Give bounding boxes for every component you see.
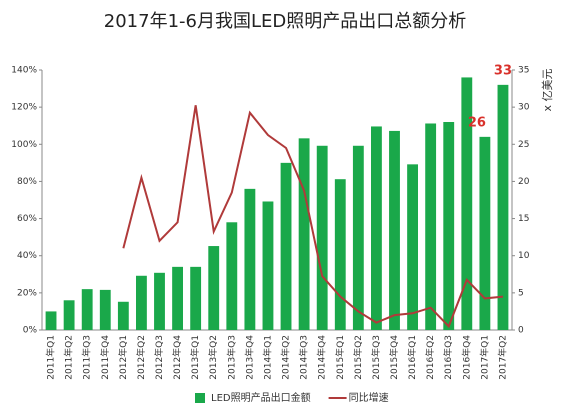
- y2-tick-label: 0: [518, 326, 524, 336]
- y2-tick-label: 10: [518, 251, 530, 261]
- bar: [280, 162, 292, 330]
- x-tick-label: 2017年Q2: [496, 335, 508, 380]
- y2-tick-label: 5: [518, 288, 524, 298]
- x-tick-label: 2013年Q4: [243, 335, 255, 380]
- bar: [154, 272, 165, 330]
- data-label: 26: [468, 115, 486, 130]
- x-tick-label: 2015年Q2: [352, 335, 364, 380]
- legend-label: LED照明产品出口金额: [211, 391, 311, 404]
- x-tick-label: 2012年Q2: [135, 335, 147, 380]
- x-tick-label: 2012年Q4: [171, 335, 183, 380]
- x-tick-label: 2011年Q2: [63, 335, 75, 380]
- x-tick-label: 2012年Q3: [153, 335, 165, 380]
- legend-label: 同比增速: [349, 391, 389, 404]
- bar: [298, 138, 310, 330]
- bar: [226, 222, 238, 330]
- y2-tick-label: 15: [518, 214, 529, 224]
- x-tick-label: 2013年Q1: [189, 335, 201, 380]
- bar: [352, 145, 364, 330]
- x-tick-label: 2014年Q4: [316, 335, 328, 380]
- x-tick-label: 2016年Q1: [406, 335, 418, 380]
- y-tick-label: 60%: [17, 214, 37, 224]
- chart-title: 2017年1-6月我国LED照明产品出口总额分析: [104, 11, 466, 32]
- x-tick-label: 2017年Q1: [478, 335, 490, 380]
- bar: [208, 246, 220, 330]
- x-tick-label: 2015年Q1: [334, 335, 346, 380]
- bar: [461, 77, 473, 330]
- y-tick-label: 140%: [11, 66, 37, 76]
- bar: [190, 266, 202, 330]
- x-tick-label: 2013年Q2: [207, 335, 219, 380]
- x-tick-label: 2012年Q1: [117, 335, 129, 380]
- bar: [497, 84, 509, 330]
- x-tick-label: 2016年Q4: [460, 335, 472, 380]
- bar: [136, 275, 147, 330]
- x-tick-label: 2015年Q4: [388, 335, 400, 380]
- bar: [45, 311, 57, 330]
- line: [122, 105, 504, 329]
- legend-swatch: [195, 393, 205, 403]
- x-tick-label: 2011年Q4: [99, 335, 111, 380]
- data-label: 33: [494, 63, 512, 78]
- bar: [99, 289, 111, 330]
- bar: [371, 126, 382, 330]
- bar: [389, 130, 400, 330]
- bar: [172, 266, 183, 330]
- y-tick-label: 0%: [23, 326, 38, 336]
- bar: [443, 122, 455, 330]
- x-tick-label: 2014年Q3: [298, 335, 310, 380]
- bar: [334, 179, 346, 330]
- bar: [63, 300, 75, 330]
- x-tick-label: 2014年Q2: [280, 335, 292, 380]
- bar: [262, 201, 274, 330]
- y-tick-label: 100%: [11, 140, 37, 150]
- bar: [244, 188, 256, 330]
- x-tick-label: 2016年Q3: [442, 335, 454, 380]
- y2-tick-label: 25: [518, 140, 529, 150]
- bar: [81, 289, 93, 330]
- y2-tick-label: 20: [518, 177, 530, 187]
- y-tick-label: 20%: [17, 288, 37, 298]
- x-tick-label: 2011年Q1: [45, 335, 57, 380]
- y2-tick-label: 30: [518, 103, 530, 113]
- bar: [425, 123, 437, 330]
- y-tick-label: 80%: [17, 177, 37, 187]
- y-tick-label: 120%: [11, 103, 37, 113]
- x-tick-label: 2013年Q3: [225, 335, 237, 380]
- bar: [407, 164, 418, 330]
- bar: [117, 301, 129, 330]
- x-tick-label: 2011年Q3: [81, 335, 93, 380]
- x-tick-label: 2016年Q2: [424, 335, 436, 380]
- y-tick-label: 40%: [17, 251, 37, 261]
- x-tick-label: 2014年Q1: [261, 335, 273, 380]
- y2-tick-label: 35: [518, 66, 529, 76]
- bar: [316, 145, 328, 330]
- y2-axis-label: x 亿美元: [541, 68, 554, 111]
- bar: [479, 136, 491, 330]
- x-tick-label: 2015年Q3: [370, 335, 382, 380]
